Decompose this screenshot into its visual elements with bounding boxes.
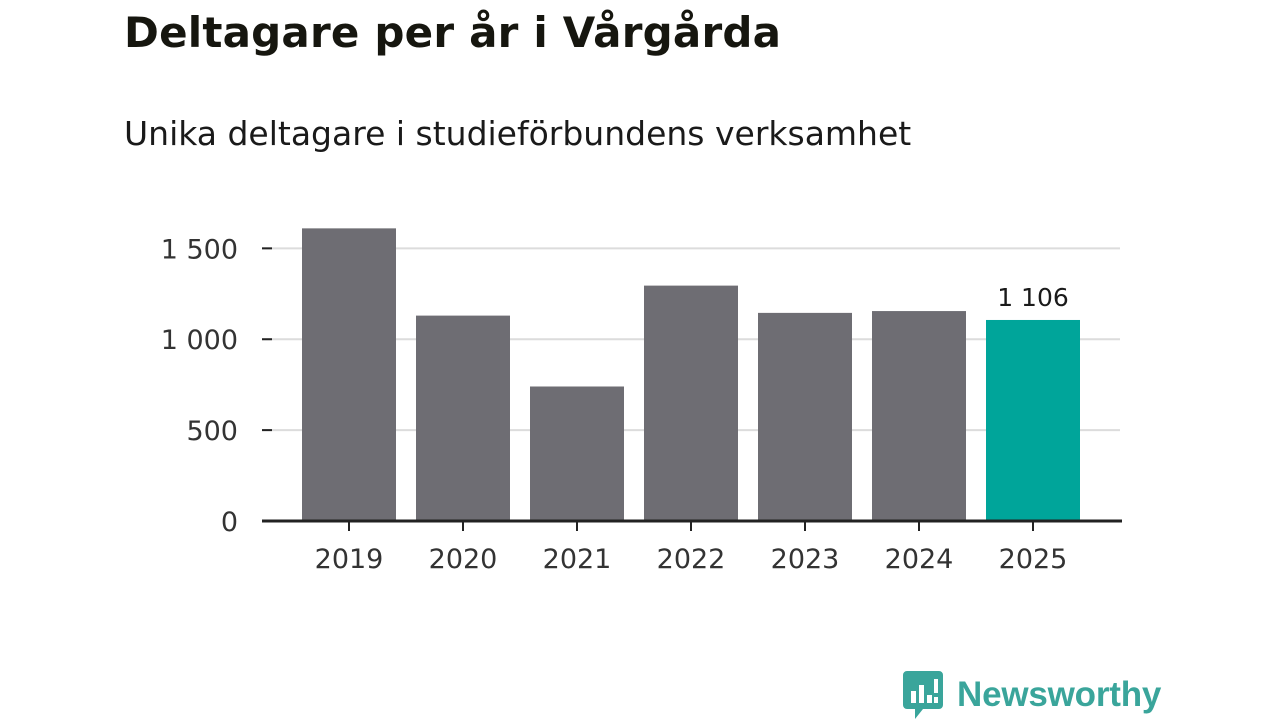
bar-2020 xyxy=(416,315,510,521)
bar-2022 xyxy=(644,285,738,521)
x-tick-label: 2025 xyxy=(999,544,1068,575)
y-tick-label: 1 000 xyxy=(161,325,238,356)
x-tick-label: 2022 xyxy=(657,544,726,575)
chart-subtitle: Unika deltagare i studieförbundens verks… xyxy=(124,114,912,153)
x-tick-label: 2019 xyxy=(315,544,384,575)
brand-name: Newsworthy xyxy=(957,675,1162,714)
y-tick-label: 0 xyxy=(221,507,238,538)
y-tick-label: 1 500 xyxy=(161,234,238,265)
bar-chart-speech-bubble-icon xyxy=(903,671,943,719)
x-tick-label: 2021 xyxy=(543,544,612,575)
x-tick-label: 2020 xyxy=(429,544,498,575)
bar-2021 xyxy=(530,386,624,521)
bar-2025 xyxy=(986,319,1080,521)
bar-2019 xyxy=(302,228,396,521)
x-tick-label: 2024 xyxy=(885,544,954,575)
bar-2024 xyxy=(872,311,966,521)
bar-2023 xyxy=(758,312,852,521)
data-label: 1 106 xyxy=(997,283,1069,312)
x-tick-label: 2023 xyxy=(771,544,840,575)
y-tick-label: 500 xyxy=(186,416,238,447)
newsworthy-logo: Newsworthy xyxy=(903,671,1161,719)
chart-title: Deltagare per år i Vårgårda xyxy=(124,8,782,57)
